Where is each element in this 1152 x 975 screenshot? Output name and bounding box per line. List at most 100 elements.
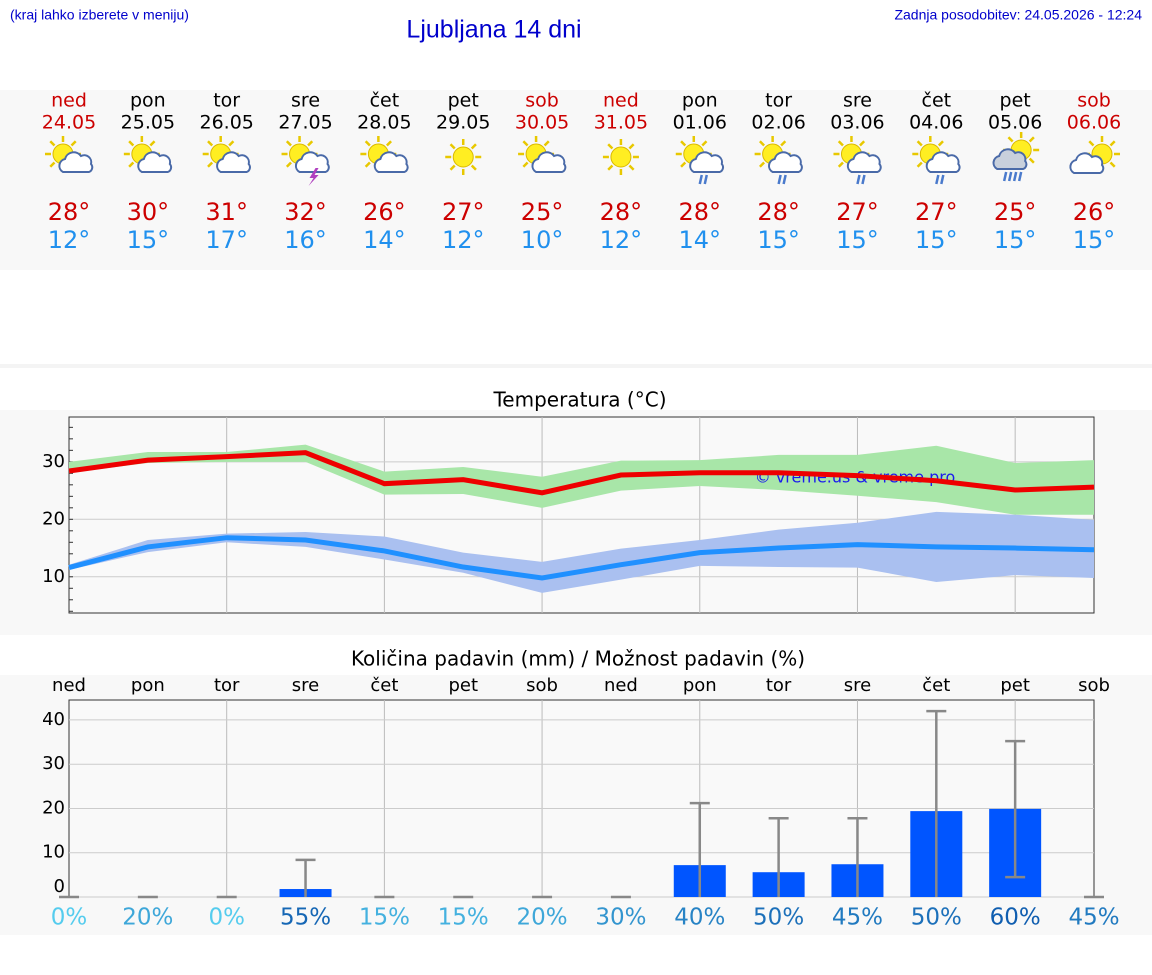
x-tick-label: sob	[526, 675, 558, 696]
forecast-band	[0, 90, 1152, 270]
max-temp: 26°	[1073, 198, 1116, 226]
cloud	[216, 151, 251, 173]
day-name: sob	[1077, 90, 1111, 112]
last-update: Zadnja posodobitev: 24.05.2026 - 12:24	[894, 7, 1142, 23]
sun-ray	[916, 161, 923, 168]
day-name: čet	[922, 90, 952, 112]
x-tick-label: ned	[52, 675, 86, 696]
sun-ray	[680, 161, 687, 168]
weather-icon	[202, 136, 251, 173]
day-name: ned	[51, 90, 87, 112]
min-temp: 12°	[600, 226, 643, 254]
day-name: pet	[448, 90, 479, 112]
temperature-line	[68, 450, 1095, 496]
day-name: ned	[603, 90, 639, 112]
day-name: sre	[291, 90, 320, 112]
sun-ray	[49, 161, 56, 168]
day-date: 02.06	[751, 112, 805, 134]
max-temp: 31°	[205, 198, 248, 226]
sun-ray	[522, 140, 529, 147]
sun-ray	[628, 164, 635, 171]
max-temp: 27°	[836, 198, 879, 226]
max-temp: 26°	[363, 198, 406, 226]
weather-icon	[360, 136, 409, 173]
weather-icon	[833, 136, 882, 185]
sun-ray	[607, 164, 614, 171]
menu-note: (kraj lahko izberete v meniju)	[10, 7, 189, 23]
max-temp: 28°	[757, 198, 800, 226]
min-temp: 15°	[757, 226, 800, 254]
chart-title: Temperatura (°C)	[492, 388, 666, 412]
day-date: 29.05	[436, 112, 490, 134]
sun-ray	[470, 143, 477, 150]
day-date: 06.06	[1067, 112, 1121, 134]
chart-title: Količina padavin (mm) / Možnost padavin …	[351, 647, 805, 671]
max-temp: 25°	[521, 198, 564, 226]
day-date: 03.06	[830, 112, 884, 134]
y-tick-label: 20	[42, 797, 65, 818]
min-temp: 16°	[284, 226, 327, 254]
sun-ray	[837, 140, 844, 147]
day-name: pet	[1000, 90, 1031, 112]
min-temp: 12°	[48, 226, 91, 254]
max-temp: 28°	[600, 198, 643, 226]
min-temp: 17°	[205, 226, 248, 254]
y-tick-label: 30	[42, 451, 65, 472]
sun-disc	[610, 146, 632, 168]
min-temp: 10°	[521, 226, 564, 254]
sun-ray	[449, 143, 456, 150]
temperature-line	[68, 535, 1095, 581]
sun-ray	[759, 140, 766, 147]
precipitation-chance: 20%	[517, 905, 568, 931]
sun-ray	[285, 140, 292, 147]
sun-ray	[285, 161, 292, 168]
x-tick-label: tor	[214, 675, 240, 696]
sun-ray	[128, 161, 135, 168]
max-temp: 27°	[915, 198, 958, 226]
rain-drop	[935, 174, 940, 185]
sun-ray	[543, 140, 550, 147]
y-tick-label: 0	[54, 876, 65, 897]
sun-ray	[937, 140, 944, 147]
min-temp: 14°	[363, 226, 406, 254]
y-tick-label: 10	[42, 566, 65, 587]
cloud	[531, 151, 567, 173]
sun-ray	[859, 140, 866, 147]
weather-icon	[445, 139, 482, 175]
sun-ray	[385, 140, 392, 147]
cloud	[137, 151, 173, 173]
day-date: 30.05	[515, 112, 569, 134]
cloud	[846, 151, 882, 173]
precipitation-chance: 50%	[753, 905, 804, 931]
sun-ray	[628, 143, 635, 150]
day-date: 24.05	[42, 112, 96, 134]
precipitation-chance: 0%	[51, 905, 88, 931]
x-tick-label: pon	[683, 675, 717, 696]
day-name: tor	[213, 90, 240, 112]
x-tick-label: čet	[922, 675, 950, 696]
precipitation-chance: 45%	[1068, 905, 1119, 931]
precipitation-chance: 40%	[674, 905, 725, 931]
sun-ray	[149, 140, 156, 147]
rain-drop	[861, 174, 866, 185]
precipitation-chance: 45%	[832, 905, 883, 931]
sun-ray	[364, 161, 371, 168]
min-temp: 14°	[678, 226, 721, 254]
precipitation-chance: 15%	[359, 905, 410, 931]
max-temp: 30°	[127, 198, 170, 226]
sun-ray	[228, 140, 235, 147]
y-tick-label: 40	[42, 709, 65, 730]
x-tick-label: tor	[766, 675, 792, 696]
range-band	[69, 511, 1094, 593]
sun-ray	[470, 164, 477, 171]
rain-drop	[940, 174, 945, 185]
day-date: 28.05	[357, 112, 411, 134]
sun-ray	[70, 140, 77, 147]
weather-icon	[45, 136, 94, 173]
weather-icon	[518, 136, 567, 173]
precipitation-chance: 0%	[208, 905, 245, 931]
sun-ray	[1007, 136, 1014, 143]
min-temp: 15°	[127, 226, 170, 254]
rain-drop	[1017, 171, 1023, 182]
